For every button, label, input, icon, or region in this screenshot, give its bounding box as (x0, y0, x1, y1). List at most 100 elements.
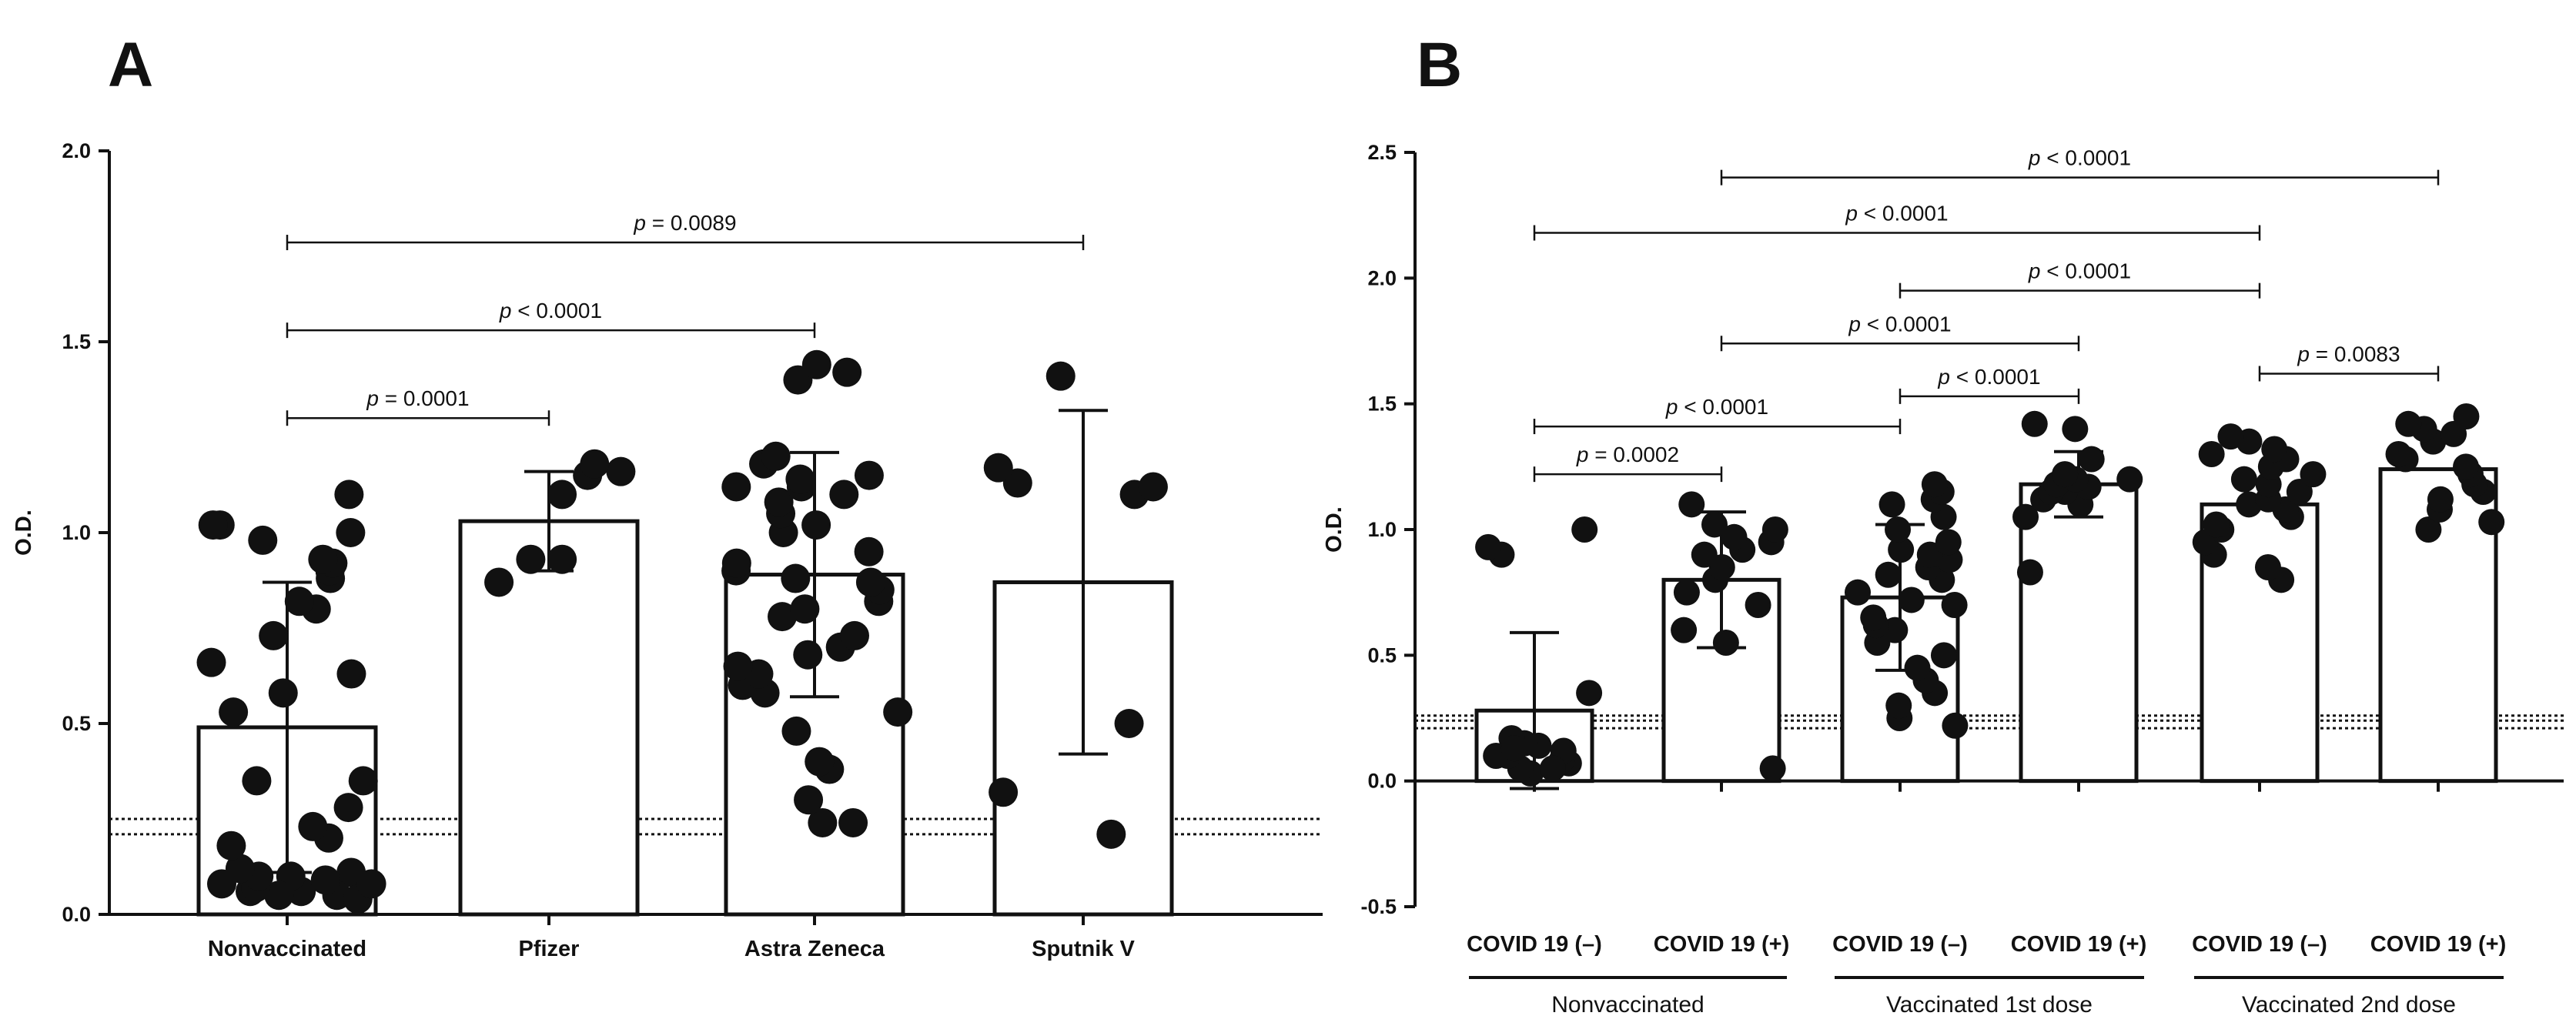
category-label: COVID 19 (–) (1467, 932, 1602, 957)
data-point (248, 525, 278, 555)
data-point (2254, 554, 2281, 580)
data-point (2230, 466, 2257, 493)
data-point (547, 544, 577, 574)
data-point (2217, 423, 2244, 450)
data-point (2078, 446, 2105, 473)
y-tick-label: 1.0 (1367, 518, 1397, 541)
data-point (1898, 587, 1925, 613)
data-point (348, 766, 378, 796)
data-point (1691, 541, 1718, 568)
p-value-label: p = 0.0083 (2297, 342, 2400, 366)
data-point (264, 881, 294, 911)
data-point (723, 651, 753, 681)
category-label: Sputnik V (1032, 937, 1135, 961)
y-tick-label: 1.0 (62, 521, 91, 544)
data-point (547, 480, 577, 510)
y-tick-label: 0.5 (1367, 643, 1397, 667)
category-label: Astra Zeneca (744, 937, 885, 961)
y-tick-label: -0.5 (1360, 895, 1397, 918)
data-point (2453, 453, 2480, 480)
data-point (219, 697, 249, 727)
p-value-label: p < 0.0001 (2028, 146, 2131, 170)
p-value-label: p = 0.0002 (1576, 443, 1679, 466)
data-point (1678, 491, 1705, 518)
data-point (983, 453, 1013, 483)
category-label: COVID 19 (+) (1654, 932, 1789, 957)
data-point (1539, 755, 1566, 782)
data-point (259, 620, 289, 650)
y-tick-label: 0.5 (62, 712, 91, 735)
category-label: COVID 19 (+) (2370, 932, 2506, 957)
panel-letter: A (108, 30, 153, 100)
data-point (764, 487, 794, 517)
data-point (1885, 516, 1912, 543)
data-point (1878, 491, 1905, 518)
data-point (1759, 755, 1786, 782)
data-point (1673, 579, 1700, 606)
data-point (2427, 486, 2454, 513)
y-tick-label: 1.5 (62, 330, 91, 353)
group-label: Vaccinated 1st dose (1886, 992, 2093, 1018)
y-tick-label: 2.5 (1367, 141, 1397, 164)
data-point (2012, 503, 2039, 530)
data-point (781, 716, 811, 746)
data-point (484, 567, 514, 597)
data-point (2261, 436, 2288, 463)
data-point (216, 830, 246, 861)
p-value-label: p = 0.0089 (633, 211, 736, 235)
data-point (1671, 617, 1698, 643)
data-point (761, 441, 791, 471)
data-point (2021, 410, 2048, 437)
y-tick-label: 1.5 (1367, 393, 1397, 416)
data-point (829, 480, 859, 510)
data-point (1935, 529, 1962, 556)
category-label: Pfizer (519, 937, 580, 961)
panel-letter: B (1417, 30, 1462, 100)
data-point (2052, 461, 2079, 488)
data-point (1904, 654, 1931, 681)
category-label: COVID 19 (–) (1832, 932, 1968, 957)
y-tick-label: 0.0 (1367, 770, 1397, 793)
data-point (225, 854, 255, 884)
data-point (1701, 511, 1728, 538)
data-point (1885, 692, 1912, 719)
bar (2019, 482, 2139, 784)
data-point (580, 449, 610, 479)
p-value-label: p < 0.0001 (1937, 365, 2040, 389)
data-point (333, 793, 363, 823)
data-point (989, 777, 1019, 807)
category-label: Nonvaccinated (208, 937, 366, 961)
data-point (2203, 511, 2230, 538)
data-point (1500, 735, 1527, 762)
data-point (854, 536, 884, 566)
data-point (516, 544, 546, 574)
data-point (1576, 680, 1603, 707)
data-point (832, 357, 862, 387)
data-point (1860, 604, 1887, 631)
y-tick-label: 0.0 (62, 903, 91, 926)
data-point (1916, 541, 1943, 568)
data-point (768, 602, 798, 632)
data-point (2016, 559, 2043, 586)
data-point (794, 785, 824, 815)
data-point (805, 747, 835, 777)
data-point (801, 510, 831, 540)
data-point (855, 567, 885, 597)
data-point (2116, 466, 2143, 493)
data-point (2415, 516, 2442, 543)
data-point (1138, 472, 1168, 502)
data-point (284, 587, 314, 617)
data-point (336, 518, 366, 547)
data-point (781, 563, 811, 593)
data-point (2062, 416, 2089, 443)
y-axis-title: O.D. (1322, 506, 1347, 553)
p-value-label: p < 0.0001 (2028, 259, 2131, 283)
panel-b: B -0.5 0.0 0.5 1.0 1.5 2.0 2.5 O.D. COVID 19 (–) C… (1322, 30, 2564, 1018)
group-label: Nonvaccinated (1551, 992, 1704, 1018)
data-point (840, 620, 870, 650)
data-point (1096, 819, 1126, 849)
category-label: COVID 19 (–) (2192, 932, 2327, 957)
data-point (1761, 516, 1788, 543)
data-point (883, 697, 913, 727)
